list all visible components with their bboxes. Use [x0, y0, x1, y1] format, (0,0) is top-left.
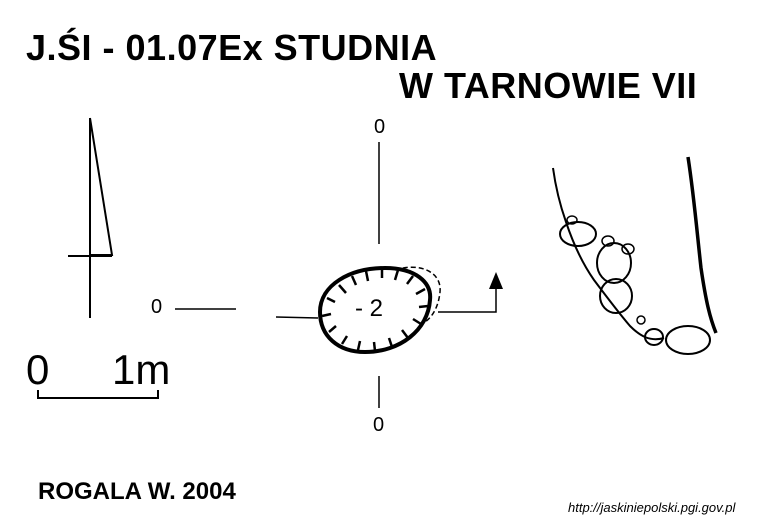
axis-label-bottom: 0 — [373, 414, 385, 436]
author-credit: ROGALA W. 2004 — [38, 478, 236, 505]
plan-axes — [175, 142, 380, 408]
map-subtitle: W TARNOWIE VII — [399, 65, 698, 106]
axis-label-left: 0 — [151, 296, 163, 318]
source-url: http://jaskiniepolski.pgi.gov.pl — [568, 500, 736, 515]
cave-cross-section — [552, 156, 718, 355]
depth-label: - 2 — [355, 295, 384, 322]
scale-start-label: 0 — [26, 346, 50, 393]
axis-label-top: 0 — [374, 116, 386, 138]
map-title: J.ŚI - 01.07Ex STUDNIA — [26, 27, 438, 68]
profile-direction-arrow-icon — [438, 272, 503, 313]
cave-entrance-outline — [317, 265, 441, 355]
scale-end-label: 1m — [112, 346, 171, 393]
north-arrow-icon — [68, 117, 114, 318]
scale-bar — [37, 390, 159, 399]
